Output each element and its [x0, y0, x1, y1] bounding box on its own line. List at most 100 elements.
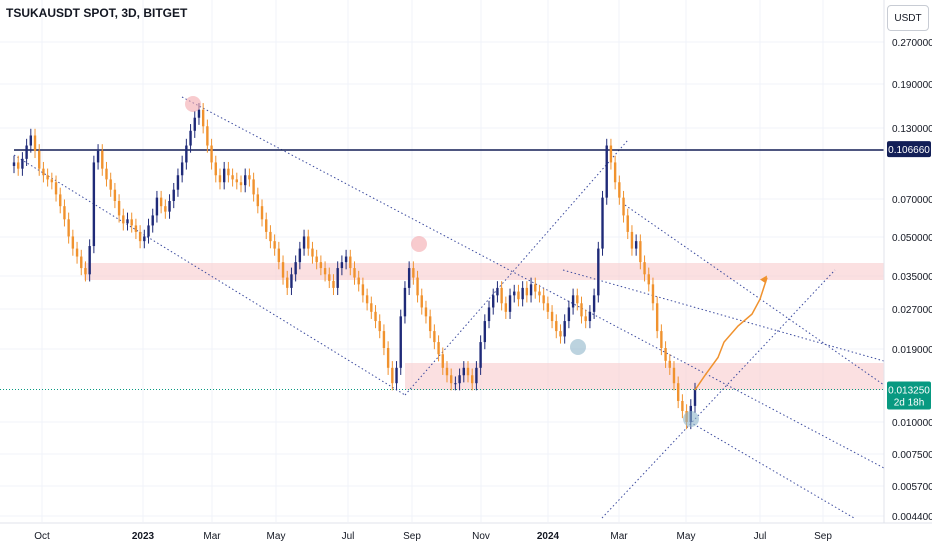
candle-body: [420, 295, 423, 308]
candle-body: [210, 145, 213, 163]
candle-body: [563, 321, 566, 337]
candle-body: [189, 130, 192, 146]
candle-body: [46, 175, 49, 180]
candle-body: [492, 295, 495, 308]
grid: [0, 0, 884, 522]
candle-body: [353, 268, 356, 278]
candle-body: [25, 145, 28, 159]
candle-body: [294, 262, 297, 275]
candle-body: [357, 277, 360, 285]
candle-body: [630, 231, 634, 249]
price-axis[interactable]: 0.270000 0.190000 0.130000 0.070000 0.050000…: [883, 0, 932, 523]
candle-body: [147, 225, 150, 237]
candle-body: [416, 277, 419, 296]
trendline: [601, 269, 836, 519]
candle-body: [513, 291, 516, 296]
candle-body: [235, 179, 238, 183]
candle-body: [370, 303, 373, 312]
trendline: [13, 154, 406, 396]
candle-body: [538, 291, 541, 296]
candle-body: [214, 162, 217, 176]
candle-body: [101, 150, 104, 169]
candle-body: [559, 331, 562, 337]
candle-body: [454, 383, 457, 385]
candle-body: [525, 287, 529, 296]
candle-body: [676, 383, 680, 401]
candle-body: [601, 197, 604, 249]
candle-body: [155, 197, 159, 216]
currency-button[interactable]: USDT: [887, 5, 929, 31]
candle-body: [218, 175, 222, 183]
candle-body: [63, 206, 66, 220]
candle-body: [349, 256, 352, 269]
candle-body: [80, 256, 83, 269]
time-axis[interactable]: Oct 2023 Mar May Jul Sep Nov 2024 Mar May Jul Sep: [0, 522, 932, 542]
candle-body: [138, 231, 142, 242]
candle-body: [664, 347, 667, 361]
candle-body: [197, 109, 201, 118]
candle-body: [252, 179, 255, 195]
candle-body: [265, 219, 268, 232]
candle-body: [151, 215, 154, 226]
trendlines: [0, 96, 885, 519]
candle-body: [336, 268, 339, 288]
candle-body: [361, 284, 365, 296]
candle-body: [109, 179, 112, 190]
y-tick-label: 0.050000: [892, 233, 932, 244]
candle-body: [332, 280, 335, 288]
candle-body: [54, 182, 58, 195]
candle-body: [500, 287, 503, 304]
candle-body: [298, 248, 302, 263]
candle-body: [134, 225, 138, 232]
candle-body: [269, 231, 272, 242]
highlight-marker: [683, 411, 699, 427]
candle-body: [487, 307, 491, 322]
candle-body: [143, 236, 146, 242]
candle-body: [555, 321, 558, 332]
candle-body: [323, 268, 327, 275]
candle-body: [626, 215, 629, 232]
y-tick-label: 0.007500: [892, 450, 932, 461]
candle-body: [643, 262, 646, 275]
candle-body: [471, 375, 474, 384]
candle-body: [12, 162, 16, 166]
candle-body: [50, 179, 54, 183]
candle-body: [248, 175, 251, 180]
x-tick-label: Jul: [342, 531, 355, 542]
projection-path: [694, 277, 768, 391]
candle-body: [122, 215, 125, 224]
candle-body: [273, 241, 276, 249]
y-tick-label: 0.035000: [892, 272, 932, 283]
candle-body: [458, 375, 461, 384]
candle-body: [391, 367, 394, 384]
x-tick-label: Mar: [610, 531, 628, 542]
candle-body: [462, 367, 465, 376]
candle-body: [42, 168, 45, 176]
candle-body: [403, 287, 407, 317]
candle-body: [374, 311, 377, 322]
candle-body: [180, 162, 184, 176]
candle-body: [130, 219, 133, 226]
candle-body: [466, 367, 470, 376]
last-price-label: [887, 381, 931, 410]
last-price-value: 0.013250: [888, 386, 930, 397]
candle-body: [311, 248, 314, 257]
trendline: [404, 139, 629, 396]
candle-body: [588, 311, 592, 322]
candles: [12, 103, 697, 430]
candle-body: [88, 246, 91, 275]
x-tick-label: Mar: [203, 531, 221, 542]
candle-body: [378, 321, 381, 332]
candle-body: [227, 168, 230, 176]
y-tick-label: 0.010000: [892, 418, 932, 429]
x-tick-label: Oct: [34, 531, 50, 542]
candle-body: [399, 316, 402, 368]
candle-body: [75, 248, 79, 257]
candle-body: [201, 109, 205, 127]
candle-body: [441, 354, 444, 368]
candle-body: [105, 168, 108, 180]
x-tick-label: May: [267, 531, 286, 542]
candle-body: [576, 295, 579, 304]
